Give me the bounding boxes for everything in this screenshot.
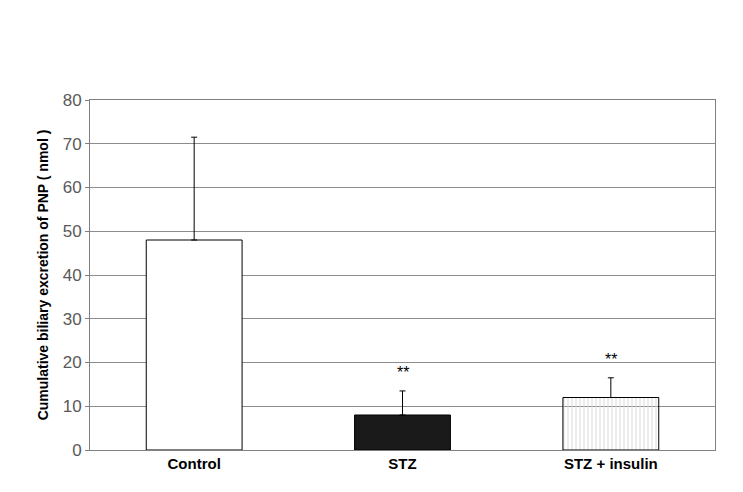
svg-text:60: 60 (63, 178, 82, 197)
svg-text:0: 0 (72, 441, 81, 460)
svg-text:STZ: STZ (388, 455, 416, 472)
svg-text:10: 10 (63, 397, 82, 416)
svg-text:STZ + insulin: STZ + insulin (564, 455, 658, 472)
svg-text:50: 50 (63, 222, 82, 241)
svg-text:20: 20 (63, 353, 82, 372)
svg-text:Cumulative biliary excretion o: Cumulative biliary excretion of PNP ( nm… (35, 130, 51, 421)
svg-text:80: 80 (63, 91, 82, 110)
svg-text:70: 70 (63, 135, 82, 154)
svg-text:30: 30 (63, 310, 82, 329)
svg-text:**: ** (397, 364, 409, 381)
svg-text:40: 40 (63, 266, 82, 285)
svg-text:**: ** (605, 351, 617, 368)
svg-text:Control: Control (168, 455, 221, 472)
